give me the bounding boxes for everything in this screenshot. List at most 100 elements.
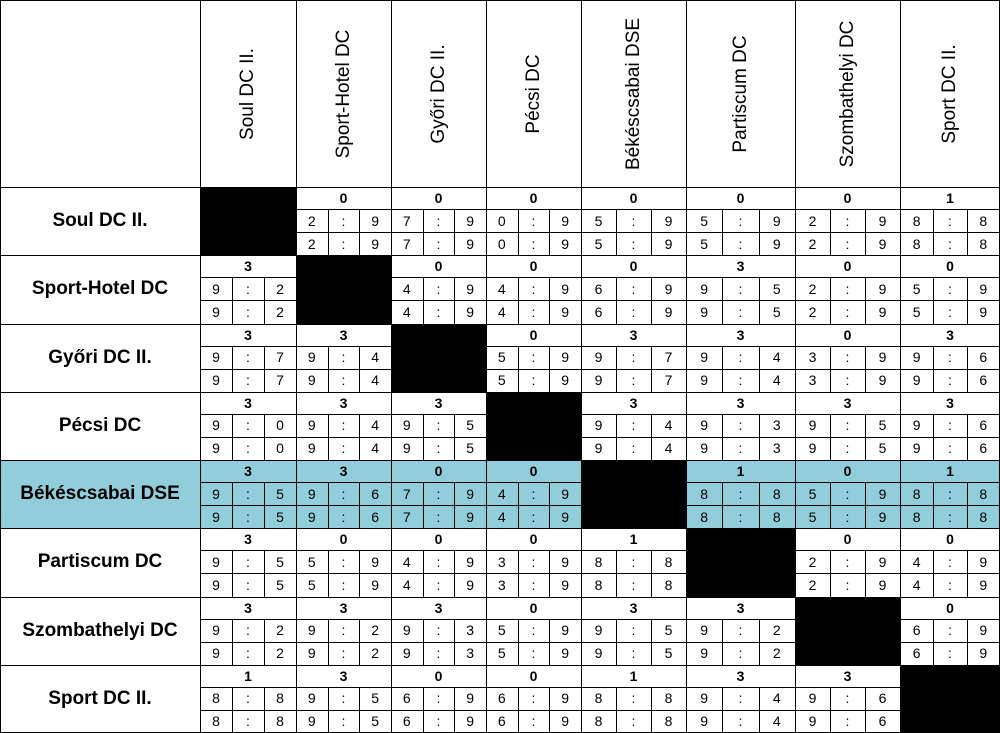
- score-separator: :: [631, 713, 636, 730]
- sub-line: [296, 505, 391, 507]
- points: 3: [339, 463, 348, 479]
- score-away: 0: [276, 417, 284, 434]
- sub-divider: [651, 573, 652, 597]
- sub-divider: [830, 550, 831, 574]
- points: 3: [736, 258, 745, 275]
- points: 3: [843, 667, 852, 684]
- sub-divider: [549, 641, 551, 665]
- score-separator: :: [631, 440, 636, 457]
- score-separator: :: [948, 417, 952, 434]
- score-separator: :: [246, 645, 250, 662]
- score-home: 9: [912, 372, 921, 389]
- score-home: 9: [307, 440, 316, 457]
- sub-divider: [517, 573, 519, 597]
- score-away: 9: [466, 212, 475, 229]
- sub-divider: [651, 550, 652, 574]
- score-home: 8: [212, 713, 220, 730]
- score-home: 9: [700, 645, 709, 662]
- score-separator: :: [341, 553, 346, 570]
- score-home: 6: [912, 622, 921, 639]
- points: 0: [529, 531, 538, 548]
- score-separator: :: [341, 235, 346, 252]
- score-away: 9: [664, 280, 673, 297]
- sub-line: [581, 641, 686, 643]
- score-home: 5: [497, 645, 506, 662]
- sub-divider: [758, 368, 760, 392]
- sub-line: [200, 436, 296, 438]
- sub-divider: [616, 345, 617, 369]
- score-separator: :: [341, 212, 346, 229]
- points: 3: [339, 599, 348, 616]
- score-separator: :: [738, 235, 743, 252]
- sub-divider: [758, 482, 760, 506]
- score-away: 5: [371, 713, 380, 730]
- score-away: 9: [979, 645, 988, 662]
- sub-line: [686, 368, 795, 370]
- sub-divider: [651, 709, 652, 733]
- sub-line: [296, 436, 391, 438]
- points: 0: [434, 667, 443, 684]
- score-separator: :: [631, 349, 636, 366]
- score-home: 9: [808, 440, 817, 457]
- sub-divider: [517, 209, 519, 233]
- sub-line: [200, 573, 296, 575]
- score-separator: :: [531, 508, 536, 525]
- score-away: 4: [772, 713, 781, 730]
- score-away: 9: [561, 690, 570, 707]
- score-separator: :: [341, 417, 346, 434]
- score-separator: :: [948, 235, 952, 252]
- sub-divider: [232, 345, 233, 369]
- points: 3: [434, 599, 443, 616]
- score-separator: :: [436, 440, 441, 457]
- points: 3: [946, 394, 954, 411]
- sub-line: [900, 345, 1000, 347]
- sub-divider: [830, 232, 831, 256]
- sub-divider: [327, 641, 329, 665]
- score-away: 2: [276, 645, 284, 662]
- sub-line: [391, 209, 486, 210]
- score-home: 9: [700, 303, 709, 320]
- score-separator: :: [436, 212, 441, 229]
- score-home: 6: [497, 713, 506, 730]
- sub-divider: [933, 368, 935, 392]
- sub-divider: [865, 709, 866, 733]
- score-separator: :: [436, 553, 441, 570]
- score-home: 9: [594, 622, 603, 639]
- sub-divider: [549, 573, 551, 597]
- points: 3: [339, 394, 348, 411]
- score-home: 5: [594, 212, 603, 229]
- sub-divider: [966, 345, 968, 369]
- score-away: 9: [664, 303, 673, 320]
- score-away: 5: [371, 690, 380, 707]
- score-home: 3: [808, 349, 817, 366]
- sub-divider: [264, 413, 265, 437]
- sub-line: [296, 368, 391, 370]
- score-separator: :: [631, 645, 636, 662]
- score-separator: :: [845, 440, 850, 457]
- score-home: 4: [497, 508, 506, 525]
- sub-line: [686, 436, 795, 438]
- sub-divider: [359, 641, 361, 665]
- score-separator: :: [738, 622, 743, 639]
- sub-divider: [422, 573, 424, 597]
- sub-divider: [616, 550, 617, 574]
- score-separator: :: [436, 485, 441, 502]
- sub-divider: [327, 709, 329, 733]
- sub-divider: [830, 573, 831, 597]
- score-home: 8: [594, 690, 603, 707]
- grid-h: [0, 187, 1000, 188]
- score-separator: :: [845, 508, 850, 525]
- score-away: 4: [772, 372, 781, 389]
- score-away: 9: [878, 280, 887, 297]
- score-home: 2: [808, 212, 817, 229]
- score-away: 9: [561, 713, 570, 730]
- points: 0: [434, 463, 443, 479]
- sub-divider: [454, 550, 456, 574]
- sub-divider: [933, 300, 935, 324]
- score-home: 9: [307, 645, 316, 662]
- score-separator: :: [436, 576, 441, 593]
- sub-line: [391, 300, 486, 302]
- sub-line: [581, 573, 686, 575]
- sub-line: [486, 232, 581, 234]
- score-away: 6: [371, 508, 380, 525]
